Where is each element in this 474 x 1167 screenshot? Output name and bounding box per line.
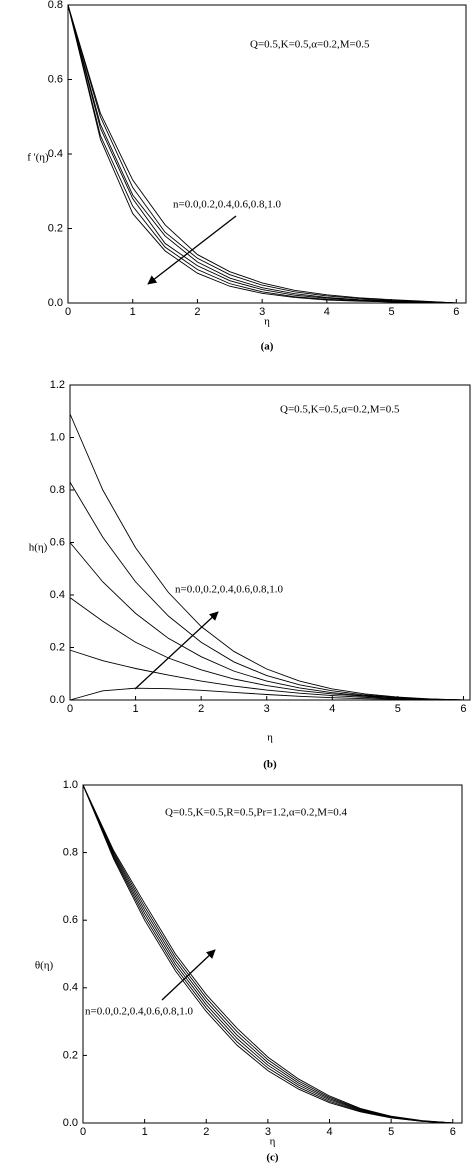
series-line xyxy=(69,597,464,701)
x-tick-label: 2 xyxy=(198,703,204,715)
y-tick-label: 1.2 xyxy=(50,379,65,391)
y-tick-label: 1.0 xyxy=(50,431,65,443)
series-line xyxy=(82,784,453,1124)
x-axis-label: η xyxy=(264,316,270,328)
x-tick-label: 5 xyxy=(389,306,395,318)
y-tick-label: 1.0 xyxy=(63,779,78,791)
x-tick-label: 5 xyxy=(395,703,401,715)
annotation: n=0.0,0.2,0.4,0.6,0.8,1.0 xyxy=(175,584,283,596)
chart-panel: 0 1 2 3 4 5 6 0.0 0.2 0.4 0.6 0.8 1.0 1.2 η h(η) (b) Q=0.… xyxy=(29,379,471,771)
y-tick-label: 0.4 xyxy=(48,148,63,160)
series-line xyxy=(69,542,464,701)
x-tick-label: 1 xyxy=(130,306,136,318)
y-axis-label: h(η) xyxy=(29,542,48,554)
y-tick-label: 0.0 xyxy=(50,694,65,706)
y-tick-label: 0.4 xyxy=(50,589,65,601)
chart-panel: 0 1 2 3 4 5 6 0.0 0.2 0.4 0.6 0.8 1.0 η θ(η) (c) Q=0.5,K… xyxy=(35,779,463,1164)
x-tick-label: 2 xyxy=(203,1126,209,1138)
x-tick-label: 0 xyxy=(67,703,73,715)
x-tick-label: 6 xyxy=(450,1126,456,1138)
series-line xyxy=(82,784,453,1124)
x-tick-label: 5 xyxy=(388,1126,394,1138)
x-tick-label: 0 xyxy=(80,1126,86,1138)
annotation: Q=0.5,K=0.5,α=0.2,M=0.5 xyxy=(280,404,400,416)
annotation: n=0.0,0.2,0.4,0.6,0.8,1.0 xyxy=(85,1006,193,1018)
x-axis-label: η xyxy=(267,732,273,744)
plot-frame xyxy=(69,384,471,701)
y-tick-label: 0.2 xyxy=(63,1049,78,1061)
x-tick-label: 4 xyxy=(324,306,330,318)
series-line xyxy=(67,4,457,304)
y-tick-label: 0.8 xyxy=(63,847,78,859)
x-tick-label: 4 xyxy=(329,703,335,715)
x-axis-label: η xyxy=(270,1136,276,1148)
panel-label: (a) xyxy=(261,341,274,353)
panel-label: (b) xyxy=(263,759,277,771)
series-line xyxy=(82,784,453,1124)
y-tick-label: 0.6 xyxy=(50,536,65,548)
annotation: n=0.0,0.2,0.4,0.6,0.8,1.0 xyxy=(173,199,281,211)
y-tick-label: 0.2 xyxy=(50,641,65,653)
chart-panel: 0 1 2 3 4 5 6 0.0 0.2 0.4 0.6 0.8 η f '(η) (a) Q=0.5,K=… xyxy=(27,0,467,353)
x-tick-label: 3 xyxy=(264,703,270,715)
x-tick-label: 6 xyxy=(453,306,459,318)
plot-frame xyxy=(82,784,463,1124)
series-line xyxy=(69,413,464,701)
x-tick-label: 0 xyxy=(65,306,71,318)
series-line xyxy=(82,784,453,1124)
series-line xyxy=(82,784,453,1124)
annotation: Q=0.5,K=0.5,R=0.5,Pr=1.2,α=0.2,M=0.4 xyxy=(165,807,348,819)
panel-label: (c) xyxy=(266,1152,279,1164)
series-line xyxy=(82,784,453,1124)
series-line xyxy=(69,687,464,701)
y-axis-label: f '(η) xyxy=(27,152,49,164)
x-tick-label: 1 xyxy=(133,703,139,715)
y-tick-label: 0.4 xyxy=(63,982,78,994)
y-tick-label: 0.0 xyxy=(48,297,63,309)
x-tick-label: 2 xyxy=(194,306,200,318)
annotation: Q=0.5,K=0.5,α=0.2,M=0.5 xyxy=(250,39,370,51)
y-tick-label: 0.8 xyxy=(50,484,65,496)
series-line xyxy=(69,481,464,701)
y-tick-label: 0.2 xyxy=(48,222,63,234)
x-tick-label: 4 xyxy=(326,1126,332,1138)
y-tick-label: 0.6 xyxy=(63,914,78,926)
x-tick-label: 1 xyxy=(142,1126,148,1138)
y-tick-label: 0.8 xyxy=(48,0,63,11)
x-tick-label: 3 xyxy=(259,306,265,318)
y-tick-label: 0.6 xyxy=(48,73,63,85)
series-line xyxy=(67,4,457,304)
arrow-b xyxy=(134,611,219,690)
x-tick-label: 3 xyxy=(265,1126,271,1138)
y-tick-label: 0.0 xyxy=(63,1117,78,1129)
x-tick-label: 6 xyxy=(460,703,466,715)
series-line xyxy=(67,4,457,304)
y-axis-label: θ(η) xyxy=(35,960,54,972)
series-line xyxy=(69,649,464,701)
